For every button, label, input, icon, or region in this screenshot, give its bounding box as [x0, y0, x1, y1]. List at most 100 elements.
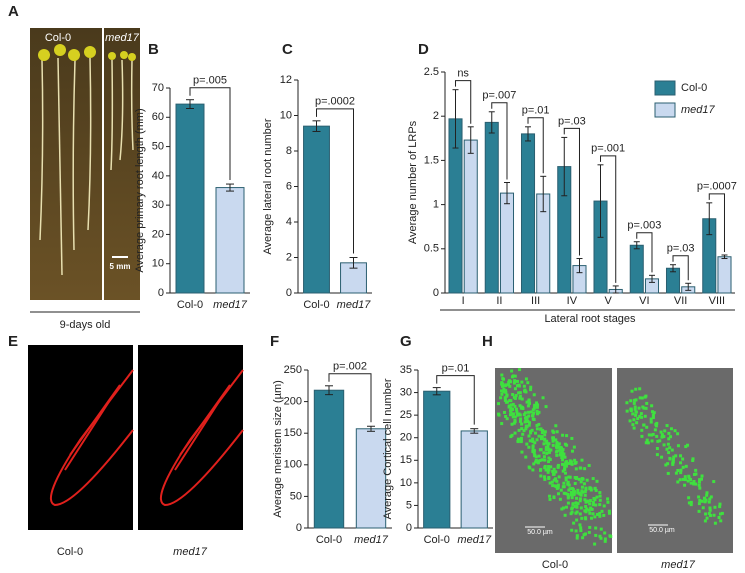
- y-tick-label: 10: [400, 477, 412, 489]
- gfp-dot: [561, 433, 565, 437]
- gfp-dot: [524, 427, 528, 431]
- gfp-dot: [579, 480, 583, 484]
- gfp-dot: [633, 407, 637, 411]
- gfp-dot: [497, 412, 501, 416]
- y-axis-label: Average Cortical cell number: [382, 378, 394, 519]
- y-tick-label: 0.5: [424, 243, 439, 255]
- gfp-dot: [676, 480, 680, 484]
- x-tick-label: Col-0: [177, 299, 203, 311]
- gfp-dot: [602, 513, 606, 517]
- gfp-dot: [595, 512, 599, 516]
- gfp-dot: [555, 479, 559, 483]
- gfp-dot: [545, 451, 549, 455]
- panel-letter: G: [400, 333, 412, 350]
- gfp-dot: [556, 485, 560, 489]
- gfp-dot: [561, 448, 565, 452]
- p-value: ns: [457, 68, 469, 80]
- image-label: Col-0: [45, 32, 71, 44]
- gfp-dot: [549, 465, 553, 469]
- gfp-dot: [548, 458, 552, 462]
- gfp-dot: [532, 393, 536, 397]
- gfp-dot: [579, 506, 583, 510]
- x-tick-label: II: [496, 295, 502, 307]
- p-value: p=.03: [558, 115, 586, 127]
- gfp-dot: [552, 430, 556, 434]
- gfp-dot: [538, 448, 542, 452]
- gfp-dot: [700, 499, 704, 503]
- gfp-dot: [588, 499, 592, 503]
- gfp-dot: [531, 408, 535, 412]
- gfp-dot: [518, 394, 522, 398]
- gfp-dot: [632, 401, 636, 405]
- gfp-dot: [563, 467, 567, 471]
- gfp-dot: [551, 484, 555, 488]
- gfp-dot: [667, 437, 671, 441]
- gfp-dot: [532, 449, 536, 453]
- significance-bracket: [189, 87, 231, 181]
- gfp-dot: [691, 457, 695, 461]
- gfp-dot: [562, 452, 566, 456]
- gfp-dot: [578, 497, 582, 501]
- gfp-dot: [537, 454, 541, 458]
- gfp-dot: [545, 439, 549, 443]
- gfp-dot: [578, 523, 582, 527]
- gfp-dot: [541, 428, 545, 432]
- gfp-dot: [562, 491, 566, 495]
- gfp-dot: [512, 381, 516, 385]
- gfp-dot: [692, 479, 696, 483]
- gfp-dot: [589, 488, 593, 492]
- bar: [484, 121, 499, 294]
- y-tick-label: 10: [152, 258, 164, 270]
- gfp-dot: [645, 425, 649, 429]
- gfp-dot: [655, 434, 659, 438]
- gfp-dot: [527, 414, 531, 418]
- gfp-dot: [509, 403, 513, 407]
- gfp-dot: [540, 431, 544, 435]
- gfp-dot: [649, 417, 653, 421]
- gfp-dot: [542, 455, 546, 459]
- gfp-dot: [535, 438, 539, 442]
- gfp-dot: [509, 409, 513, 413]
- gfp-dot: [513, 374, 517, 378]
- gfp-dot: [543, 433, 547, 437]
- gfp-dot: [593, 515, 597, 519]
- gfp-dot: [632, 418, 636, 422]
- y-tick-label: 30: [152, 199, 164, 211]
- gfp-dot: [504, 383, 508, 387]
- roots: [39, 57, 134, 276]
- gfp-dot: [591, 477, 595, 481]
- panel-letter: A: [8, 3, 19, 20]
- gfp-dot: [532, 411, 536, 415]
- gfp-dot: [561, 469, 565, 473]
- gfp-dot: [518, 419, 522, 423]
- gfp-dot: [708, 506, 712, 510]
- gfp-dot: [585, 478, 589, 482]
- gfp-dot: [639, 412, 643, 416]
- gfp-dot: [547, 442, 551, 446]
- bar: [520, 133, 536, 294]
- gfp-dot: [510, 375, 514, 379]
- gfp-dot: [555, 443, 559, 447]
- gfp-dot: [520, 450, 524, 454]
- y-tick-label: 50: [290, 490, 302, 502]
- gfp-dot: [547, 460, 551, 464]
- gfp-dot: [542, 442, 546, 446]
- gfp-dot: [580, 458, 584, 462]
- gfp-dot: [650, 439, 654, 443]
- gfp-dot: [575, 518, 579, 522]
- gfp-dot: [520, 406, 524, 410]
- gfp-dot: [545, 441, 549, 445]
- gfp-dot: [701, 506, 705, 510]
- y-tick-label: 30: [400, 386, 412, 398]
- gfp-dot: [570, 510, 574, 514]
- gfp-dot: [640, 415, 644, 419]
- x-tick-label: IV: [567, 295, 578, 307]
- gfp-dot: [576, 488, 580, 492]
- gfp-dot: [547, 456, 551, 460]
- gfp-dot: [543, 464, 547, 468]
- x-tick-label: I: [462, 295, 465, 307]
- gfp-dot: [636, 417, 640, 421]
- gfp-dot: [689, 478, 693, 482]
- gfp-dot: [533, 441, 537, 445]
